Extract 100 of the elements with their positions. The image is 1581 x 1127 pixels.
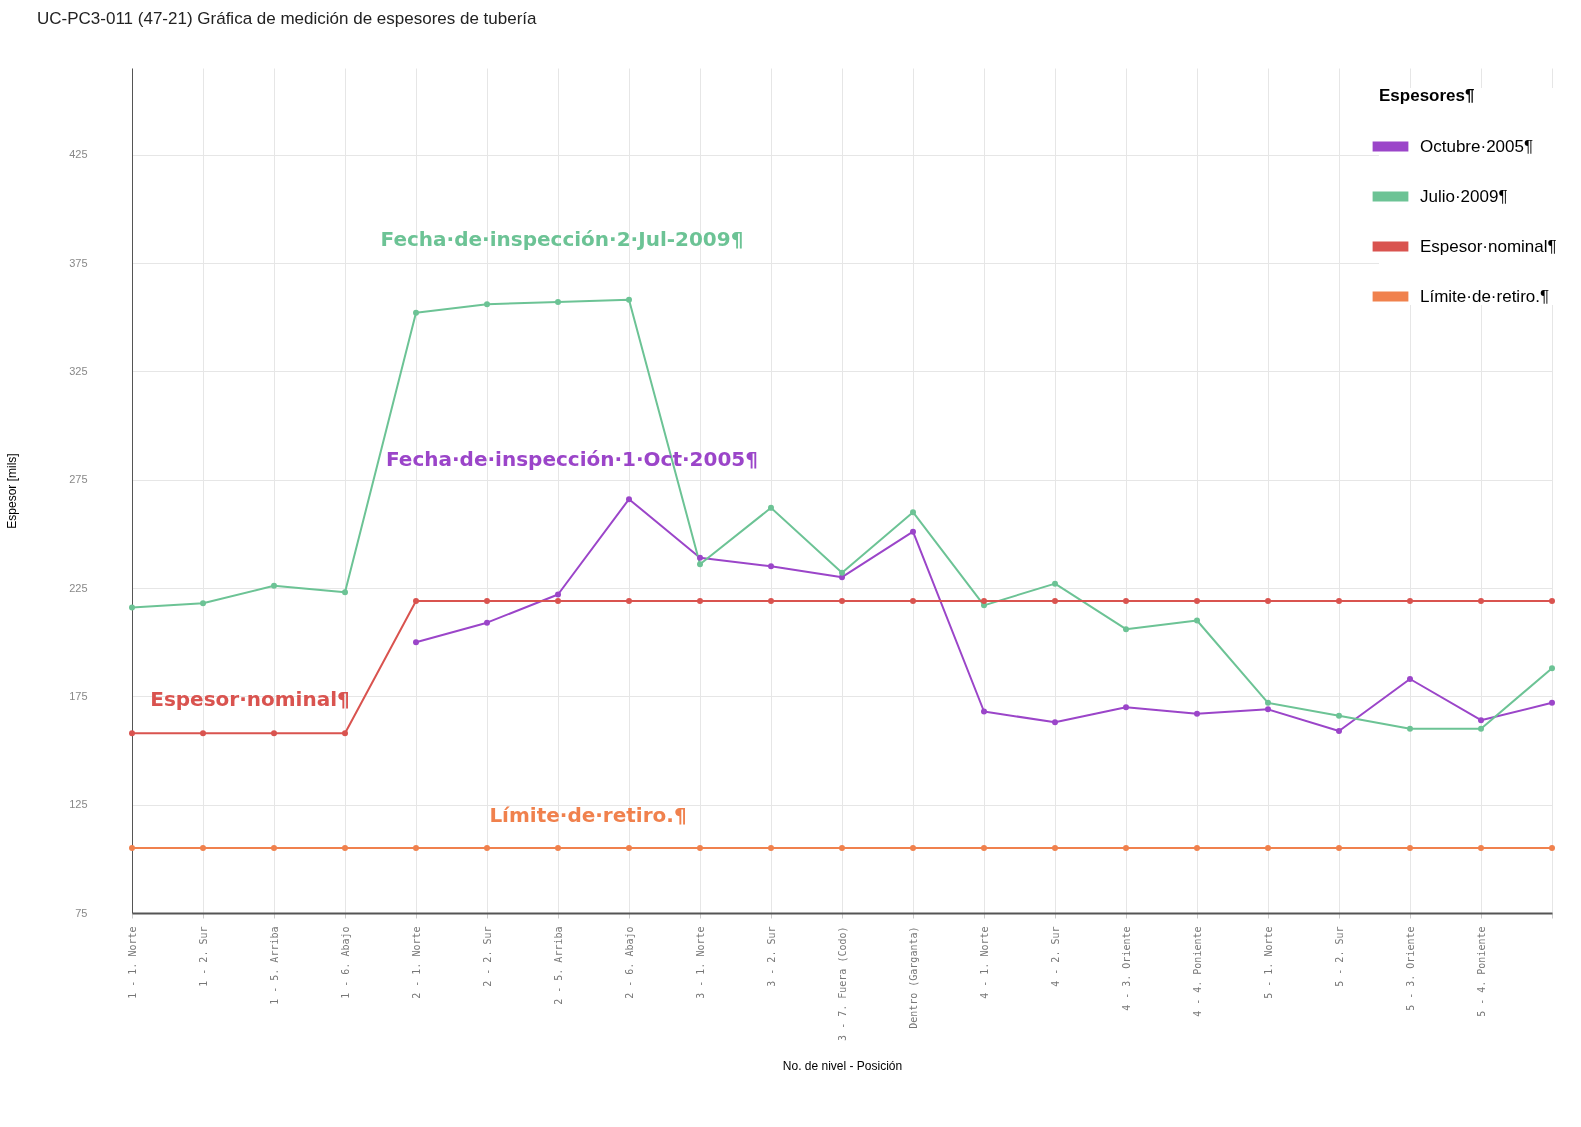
x-tick-label: 3 - 7. Fuera (Codo) <box>836 926 848 1041</box>
point <box>768 845 774 851</box>
y-tick-label: 125 <box>69 798 88 811</box>
point <box>271 845 277 851</box>
y-tick-label: 425 <box>69 148 88 161</box>
point <box>1478 845 1484 851</box>
point <box>1407 725 1413 732</box>
x-tick-label: 1 - 2. Sur <box>197 926 209 987</box>
point <box>413 845 419 851</box>
point <box>555 598 561 604</box>
point <box>1123 626 1129 633</box>
point <box>484 598 490 604</box>
point <box>413 309 419 316</box>
point <box>1407 598 1413 604</box>
point <box>1549 598 1555 604</box>
point <box>200 600 206 607</box>
point <box>910 509 916 516</box>
chart-title: UC-PC3-011 (47-21) Gráfica de medición de espesores de tubería <box>37 9 538 28</box>
point <box>200 730 206 737</box>
point <box>910 598 916 604</box>
x-tick-label: 2 - 1. Norte <box>410 926 422 999</box>
legend-label: Julio·2009¶ <box>1420 186 1508 206</box>
x-tick-label: 5 - 4. Poniente <box>1475 926 1487 1017</box>
y-axis-title: Espesor [mils] <box>5 453 20 529</box>
legend-title: Espesores¶ <box>1379 86 1475 105</box>
point <box>1194 617 1200 624</box>
point <box>271 582 277 589</box>
legend-label: Espesor·nominal¶ <box>1420 236 1557 256</box>
point <box>1478 725 1484 732</box>
x-tick-label: 3 - 1. Norte <box>694 926 706 999</box>
point <box>1052 598 1058 604</box>
point <box>910 845 916 851</box>
x-tick-label: 1 - 1. Norte <box>126 926 138 999</box>
x-tick-label: 5 - 2. Sur <box>1333 926 1345 987</box>
point <box>1123 598 1129 604</box>
point <box>1052 719 1058 726</box>
point <box>1194 710 1200 717</box>
point <box>1194 598 1200 604</box>
annotation: Límite·de·retiro.¶ <box>489 803 687 827</box>
x-tick-label: 4 - 2. Sur <box>1049 926 1061 987</box>
legend-label: Octubre·2005¶ <box>1420 136 1534 156</box>
annotation: Fecha·de·inspección·2·Jul-2009¶ <box>380 227 744 251</box>
point <box>1123 704 1129 711</box>
point <box>697 554 703 561</box>
point <box>626 598 632 604</box>
point <box>1549 665 1555 672</box>
point <box>200 845 206 851</box>
point <box>1549 699 1555 706</box>
point <box>555 845 561 851</box>
point <box>413 598 419 604</box>
x-axis-title: No. de nivel - Posición <box>782 1058 903 1073</box>
legend-label: Límite·de·retiro.¶ <box>1420 286 1550 306</box>
y-tick-label: 325 <box>69 364 88 377</box>
point <box>839 598 845 604</box>
point <box>768 504 774 511</box>
x-tick-label: 2 - 5. Arriba <box>552 926 564 1005</box>
annotation: Espesor·nominal¶ <box>150 687 350 711</box>
point <box>342 845 348 851</box>
point <box>981 845 987 851</box>
x-tick-label: 1 - 6. Abajo <box>339 926 351 999</box>
y-tick-label: 225 <box>69 581 88 594</box>
point <box>484 301 490 308</box>
point <box>129 845 135 851</box>
point <box>1407 845 1413 851</box>
point <box>1478 598 1484 604</box>
point <box>768 598 774 604</box>
x-tick-label: 2 - 2. Sur <box>481 926 493 987</box>
x-tick-label: 5 - 3. Oriente <box>1404 926 1416 1011</box>
point <box>1478 717 1484 724</box>
x-tick-label: 4 - 4. Poniente <box>1191 926 1203 1017</box>
point <box>910 528 916 535</box>
point <box>1336 598 1342 604</box>
x-tick-label: 4 - 3. Oriente <box>1120 926 1132 1011</box>
point <box>626 496 632 503</box>
x-tick-label: 4 - 1. Norte <box>978 926 990 999</box>
point <box>413 639 419 646</box>
point <box>1407 676 1413 682</box>
point <box>626 845 632 851</box>
point <box>342 589 348 596</box>
point <box>839 569 845 576</box>
point <box>768 563 774 570</box>
x-tick-label: 2 - 6. Abajo <box>623 926 635 999</box>
point <box>697 598 703 604</box>
point <box>626 296 632 303</box>
y-tick-label: 175 <box>69 689 88 702</box>
point <box>1265 845 1271 851</box>
x-tick-label: 1 - 5. Arriba <box>268 926 280 1005</box>
point <box>981 598 987 604</box>
y-tick-label: 375 <box>69 256 88 269</box>
x-tick-label: 3 - 2. Sur <box>765 926 777 987</box>
point <box>1336 728 1342 734</box>
y-tick-label: 75 <box>75 906 88 919</box>
point <box>1052 580 1058 587</box>
point <box>129 730 135 737</box>
point <box>1336 712 1342 719</box>
point <box>555 591 561 598</box>
point <box>1123 845 1129 851</box>
point <box>555 299 561 305</box>
point <box>839 845 845 851</box>
point <box>1549 845 1555 851</box>
